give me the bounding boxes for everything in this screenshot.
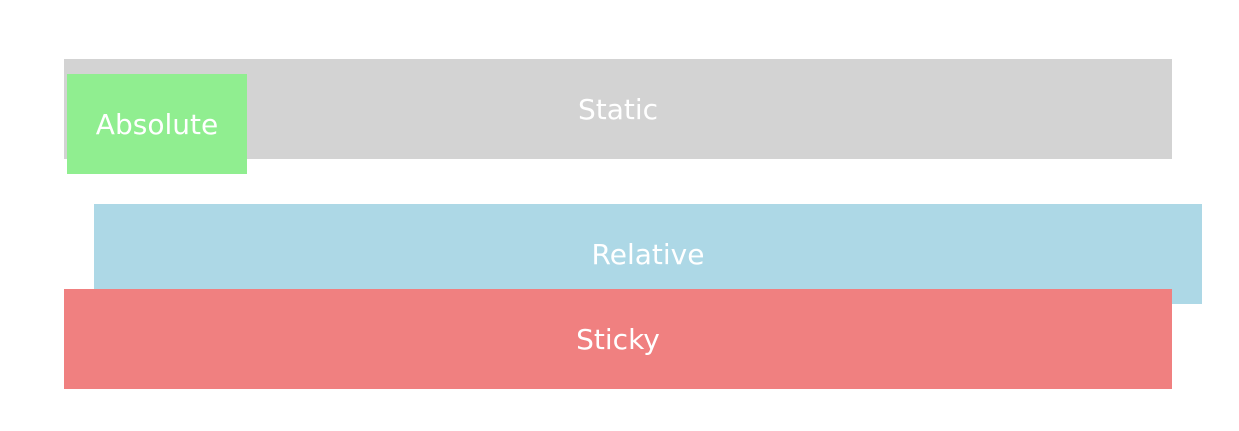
relative-box: Relative bbox=[94, 204, 1202, 304]
absolute-box: Absolute bbox=[67, 74, 247, 174]
relative-label: Relative bbox=[591, 237, 705, 271]
absolute-label: Absolute bbox=[95, 107, 219, 141]
static-label: Static bbox=[577, 92, 659, 126]
static-box: Static bbox=[64, 59, 1172, 159]
sticky-label: Sticky bbox=[576, 322, 660, 356]
sticky-box: Sticky bbox=[64, 289, 1172, 389]
